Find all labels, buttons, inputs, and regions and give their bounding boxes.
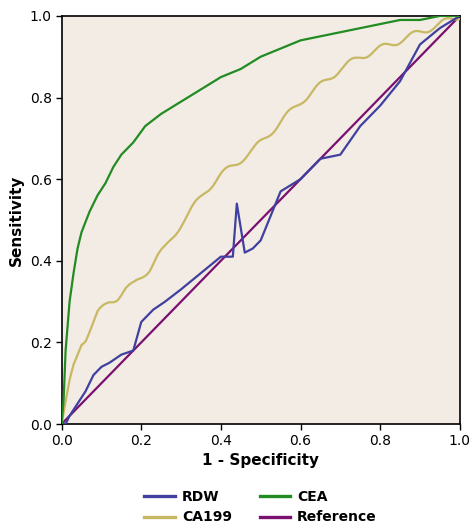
- Y-axis label: Sensitivity: Sensitivity: [9, 174, 24, 266]
- X-axis label: 1 - Specificity: 1 - Specificity: [202, 453, 319, 469]
- Legend: RDW, CA199, CEA, Reference: RDW, CA199, CEA, Reference: [139, 484, 383, 530]
